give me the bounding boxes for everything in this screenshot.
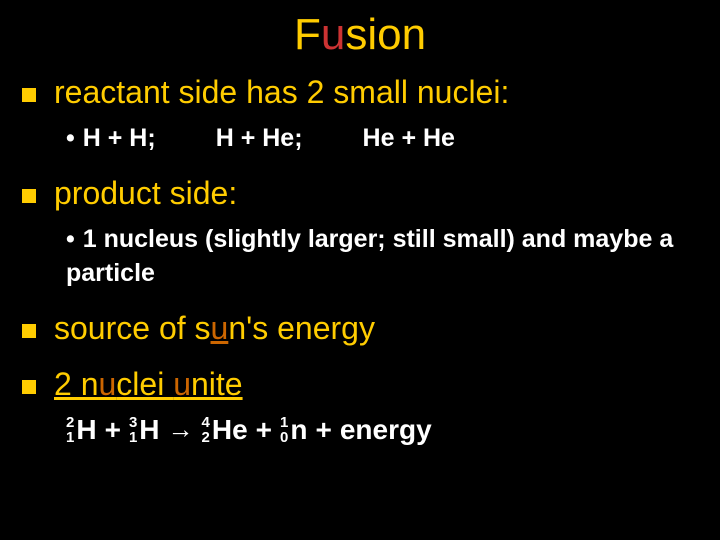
energy-text: energy (340, 414, 432, 446)
example-text: H + H; (83, 124, 156, 152)
title-pre: F (294, 10, 321, 59)
mass-num: 2 (66, 415, 74, 430)
bullet-icon (22, 324, 36, 338)
title-accent: u (321, 10, 345, 59)
title-post: sion (345, 10, 426, 59)
product-desc: •1 nucleus (slightly larger; still small… (66, 223, 700, 291)
reactant-examples: • H + H; H + He; He + He (66, 122, 700, 156)
slide-title: Fusion (20, 10, 700, 60)
example-2: H + He; (216, 122, 303, 156)
sub-bullet-icon: • (66, 223, 75, 257)
bullet-reactant: reactant side has 2 small nuclei: (20, 72, 700, 114)
unite-e: nite (191, 366, 243, 402)
arrow-icon: → (168, 414, 194, 445)
atomic-num: 2 (202, 430, 210, 445)
bullet-text: source of sun's energy (54, 308, 375, 350)
op-plus: + (315, 414, 331, 446)
unite-accent2: u (173, 366, 191, 402)
bullet-source: source of sun's energy (20, 308, 700, 350)
unite-c: clei (116, 366, 173, 402)
op-plus: + (256, 414, 272, 446)
isotope-2h: 21 H (66, 414, 97, 446)
element-sym: He (212, 414, 248, 446)
element-sym: H (76, 414, 96, 446)
atomic-num: 1 (129, 430, 137, 445)
isotope-4he: 42 He (202, 414, 248, 446)
mass-num: 4 (202, 415, 210, 430)
bullet-icon (22, 380, 36, 394)
mass-num: 1 (280, 415, 288, 430)
bullet-icon (22, 88, 36, 102)
op-plus: + (105, 414, 121, 446)
src-c: n's energy (228, 310, 375, 346)
example-3: He + He (363, 122, 455, 156)
src-a: source of s (54, 310, 211, 346)
sub-bullet-icon: • (66, 122, 75, 156)
example-1: • H + H; (66, 122, 156, 156)
bullet-text: reactant side has 2 small nuclei: (54, 72, 509, 114)
isotope-neutron: 10 n (280, 414, 307, 446)
fusion-equation: 21 H + 31 H → 42 He + 10 n + energy (66, 414, 700, 446)
bullet-text: product side: (54, 173, 237, 215)
element-sym: n (290, 414, 307, 446)
isotope-3h: 31 H (129, 414, 160, 446)
mass-num: 3 (129, 415, 137, 430)
element-sym: H (139, 414, 159, 446)
unite-a: 2 n (54, 366, 98, 402)
src-accent: u (211, 310, 229, 346)
atomic-num: 0 (280, 430, 288, 445)
bullet-unite: 2 nuclei unite (20, 364, 700, 406)
bullet-icon (22, 189, 36, 203)
bullet-text: 2 nuclei unite (54, 364, 243, 406)
atomic-num: 1 (66, 430, 74, 445)
product-desc-text: 1 nucleus (slightly larger; still small)… (66, 225, 673, 287)
unite-accent1: u (98, 366, 116, 402)
bullet-product: product side: (20, 173, 700, 215)
